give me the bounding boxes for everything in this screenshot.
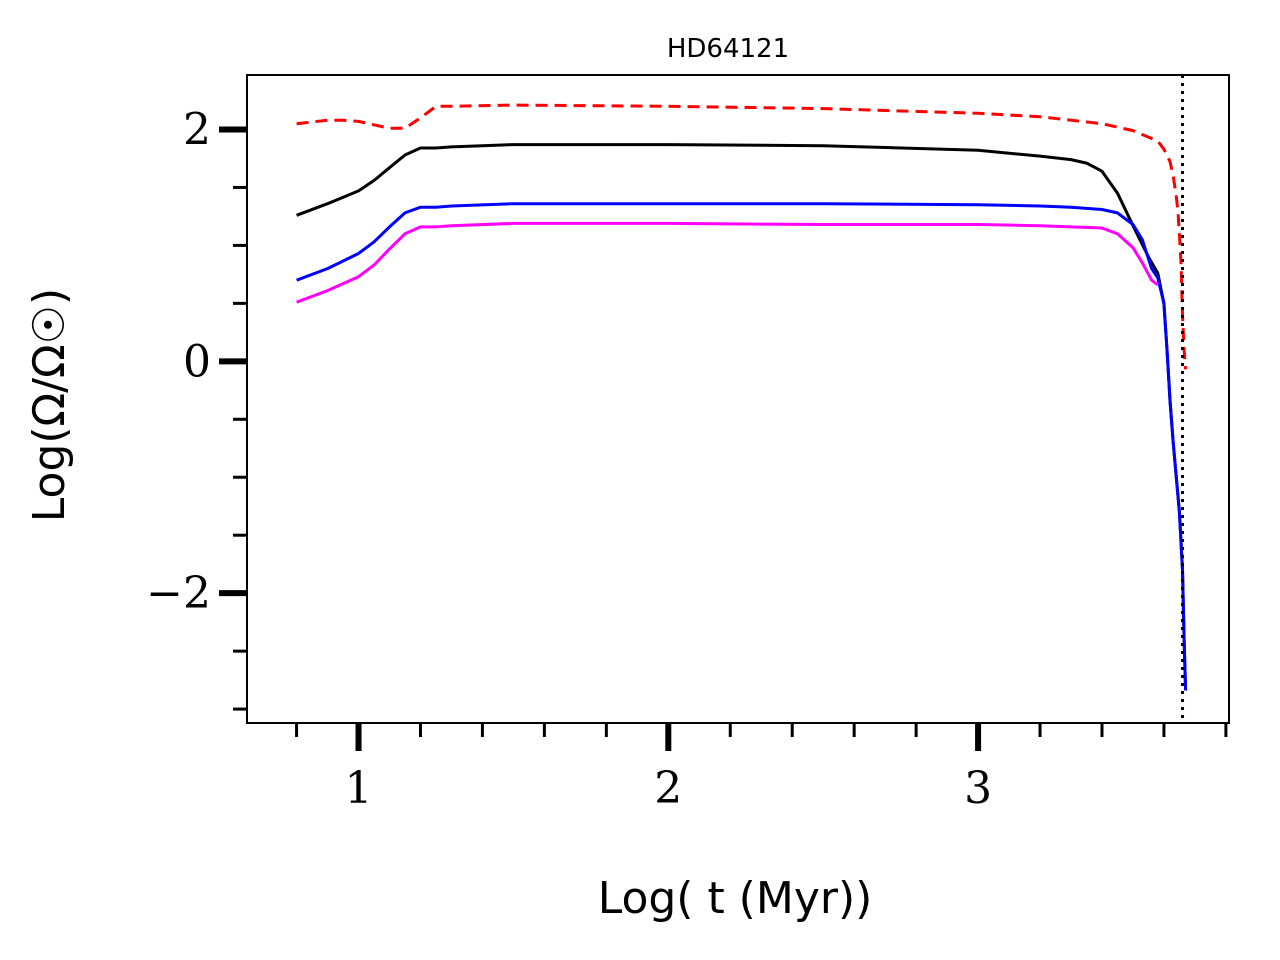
plot-frame (246, 74, 1230, 724)
plot-area (246, 74, 1230, 724)
x-axis: 1 2 3 (295, 723, 1228, 814)
chart-title: HD64121 (667, 34, 789, 64)
y-axis: 2 0 −2 (146, 104, 247, 711)
x-tick-label: 2 (654, 763, 682, 814)
x-axis-label: Log( t (Myr)) (598, 873, 873, 924)
x-tick-label: 1 (345, 763, 373, 814)
y-tick-label: 2 (183, 104, 211, 155)
x-tick-label: 3 (964, 763, 992, 814)
series-line-magenta (296, 221, 1159, 304)
y-tick-label: 0 (183, 336, 211, 387)
series-line-blue (296, 202, 1188, 691)
series-layer (296, 103, 1188, 691)
y-axis-label: Log(Ω/Ω☉) (24, 288, 75, 522)
y-tick-label: −2 (146, 568, 211, 619)
series-line-red-dashed (296, 103, 1188, 370)
